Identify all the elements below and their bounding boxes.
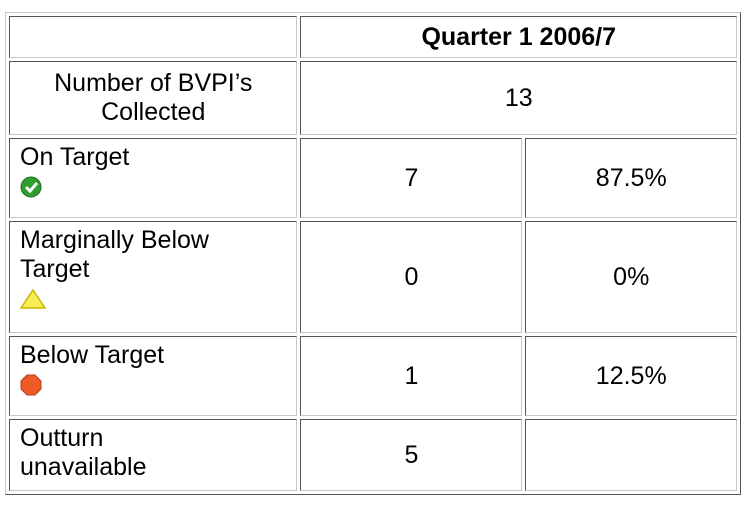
row: Marginally Below Target 0 0% [9, 221, 737, 333]
label-cell: Below Target [9, 336, 298, 416]
row-label: Below Target [20, 341, 165, 369]
warning-icon [20, 288, 46, 309]
count-cell: 1 [300, 336, 523, 416]
check-icon [20, 176, 42, 198]
empty-cell [525, 419, 737, 491]
count-cell: 7 [300, 138, 523, 218]
row: Number of BVPI’s Collected 13 [9, 61, 737, 135]
percent-cell: 12.5% [525, 336, 737, 416]
row-label: On Target [20, 143, 130, 171]
header-title: Quarter 1 2006/7 [300, 16, 737, 58]
header-row: Quarter 1 2006/7 [9, 16, 737, 58]
row-label: Number of BVPI’s Collected [9, 61, 298, 135]
label-cell: On Target [9, 138, 298, 218]
row-label: Marginally Below Target [20, 226, 209, 283]
label-cell: Marginally Below Target [9, 221, 298, 333]
row: Outturn unavailable 5 [9, 419, 737, 491]
percent-cell: 0% [525, 221, 737, 333]
summary-table: Quarter 1 2006/7 Number of BVPI’s Collec… [5, 12, 741, 495]
row: On Target 7 87.5% [9, 138, 737, 218]
row: Below Target 1 12.5% [9, 336, 737, 416]
row-label: Outturn unavailable [9, 419, 298, 491]
empty-cell [9, 16, 298, 58]
count-cell: 5 [300, 419, 523, 491]
count-cell: 13 [300, 61, 737, 135]
percent-cell: 87.5% [525, 138, 737, 218]
stop-icon [20, 374, 42, 396]
count-cell: 0 [300, 221, 523, 333]
